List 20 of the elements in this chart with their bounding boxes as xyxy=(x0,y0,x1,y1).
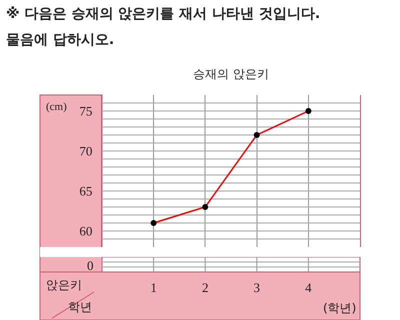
y-tick-label: 60 xyxy=(79,224,92,239)
y-axis-title: (cm) xyxy=(46,101,68,113)
x-tick-label: 4 xyxy=(305,280,312,295)
y-tick-label: 65 xyxy=(79,184,92,199)
chart-title: 승재의 앉은키 xyxy=(193,67,269,81)
x-tick-label: 2 xyxy=(202,280,208,295)
point xyxy=(150,220,157,226)
text: 학년 xyxy=(68,300,92,314)
x-tick-label: 1 xyxy=(150,280,157,295)
text: 앉은키 xyxy=(46,278,82,292)
point xyxy=(305,108,312,114)
y-tick-label: 70 xyxy=(79,144,92,159)
text: ※ 다음은 승재의 앉은키를 재서 나타낸 것입니다. xyxy=(6,6,320,22)
text: 0 xyxy=(87,258,94,273)
text: 물음에 답하시오. xyxy=(6,32,114,48)
point xyxy=(202,204,208,210)
point xyxy=(254,132,260,138)
x-tick-label: 3 xyxy=(254,280,260,295)
y-tick-label: 75 xyxy=(79,104,92,119)
x-axis-title: (학년) xyxy=(323,301,356,315)
